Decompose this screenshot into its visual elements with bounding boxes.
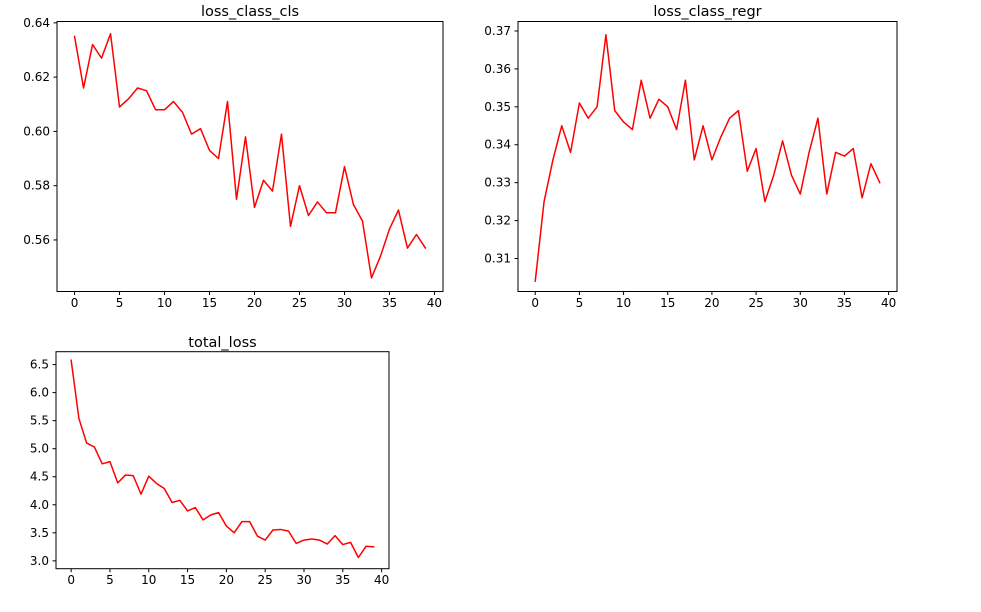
- y-tick-label: 0.35: [484, 100, 511, 114]
- y-tick-label: 0.33: [484, 176, 511, 190]
- plot-frame: [517, 21, 898, 292]
- x-tick-label: 0: [531, 296, 539, 310]
- x-tick-label: 10: [141, 573, 156, 587]
- chart-title-total_loss: total_loss: [188, 335, 256, 351]
- y-tick-label: 0.58: [23, 179, 50, 193]
- x-tick-label: 10: [157, 296, 172, 310]
- x-tick-label: 10: [616, 296, 631, 310]
- x-tick-label: 5: [116, 296, 124, 310]
- chart-title-loss_class_regr: loss_class_regr: [653, 4, 761, 20]
- y-tick-label: 0.64: [23, 16, 50, 30]
- x-tick-label: 20: [219, 573, 234, 587]
- x-tick-label: 30: [296, 573, 311, 587]
- y-tick-label: 6.5: [30, 358, 49, 372]
- plot-frame: [56, 21, 444, 292]
- x-tick-label: 15: [180, 573, 195, 587]
- y-tick-label: 0.31: [484, 252, 511, 266]
- y-tick-label: 5.0: [30, 442, 49, 456]
- x-tick-label: 35: [382, 296, 397, 310]
- chart-loss_class_cls: 0 5 10 15 20 25 30 35 40 0.56 0.58 0.60 0.62 0.64 loss…: [23, 4, 444, 310]
- x-tick-label: 40: [881, 296, 896, 310]
- x-tick-label: 40: [374, 573, 389, 587]
- y-tick-label: 0.37: [484, 24, 511, 38]
- x-tick-label: 25: [258, 573, 273, 587]
- y-tick-label: 6.0: [30, 386, 49, 400]
- x-tick-label: 15: [660, 296, 675, 310]
- loss-curve-loss_class_regr: [534, 34, 881, 283]
- x-tick-label: 0: [71, 296, 79, 310]
- x-tick-label: 25: [748, 296, 763, 310]
- y-tick-label: 4.0: [30, 498, 49, 512]
- y-tick-label: 5.5: [30, 414, 49, 428]
- x-tick-label: 30: [793, 296, 808, 310]
- y-tick-label: 0.60: [23, 124, 50, 138]
- chart-total_loss: 0 5 10 15 20 25 30 35 40 3.0 3.5 4.0 4.5 5.0 5.5 6.0 6.5…: [30, 335, 390, 587]
- y-tick-label: 0.34: [484, 138, 511, 152]
- y-tick-label: 3.0: [30, 554, 49, 568]
- loss-curve-total_loss: [70, 359, 375, 559]
- y-tick-label: 3.5: [30, 526, 49, 540]
- x-tick-label: 15: [202, 296, 217, 310]
- chart-title-loss_class_cls: loss_class_cls: [201, 4, 299, 20]
- x-tick-label: 5: [106, 573, 114, 587]
- x-tick-label: 30: [337, 296, 352, 310]
- y-tick-label: 0.36: [484, 62, 511, 76]
- y-tick-label: 0.32: [484, 214, 511, 228]
- x-tick-label: 20: [247, 296, 262, 310]
- loss-curve-loss_class_cls: [73, 32, 427, 279]
- x-tick-label: 35: [837, 296, 852, 310]
- x-tick-label: 25: [292, 296, 307, 310]
- x-tick-label: 5: [576, 296, 584, 310]
- x-tick-label: 0: [67, 573, 75, 587]
- chart-loss_class_regr: 0 5 10 15 20 25 30 35 40 0.31 0.32 0.33 0.34 0.35 0.36…: [484, 4, 898, 310]
- y-tick-label: 0.56: [23, 233, 50, 247]
- x-tick-label: 35: [335, 573, 350, 587]
- y-tick-label: 0.62: [23, 70, 50, 84]
- y-tick-label: 4.5: [30, 470, 49, 484]
- plot-frame: [55, 351, 390, 570]
- x-tick-label: 40: [427, 296, 442, 310]
- x-tick-label: 20: [704, 296, 719, 310]
